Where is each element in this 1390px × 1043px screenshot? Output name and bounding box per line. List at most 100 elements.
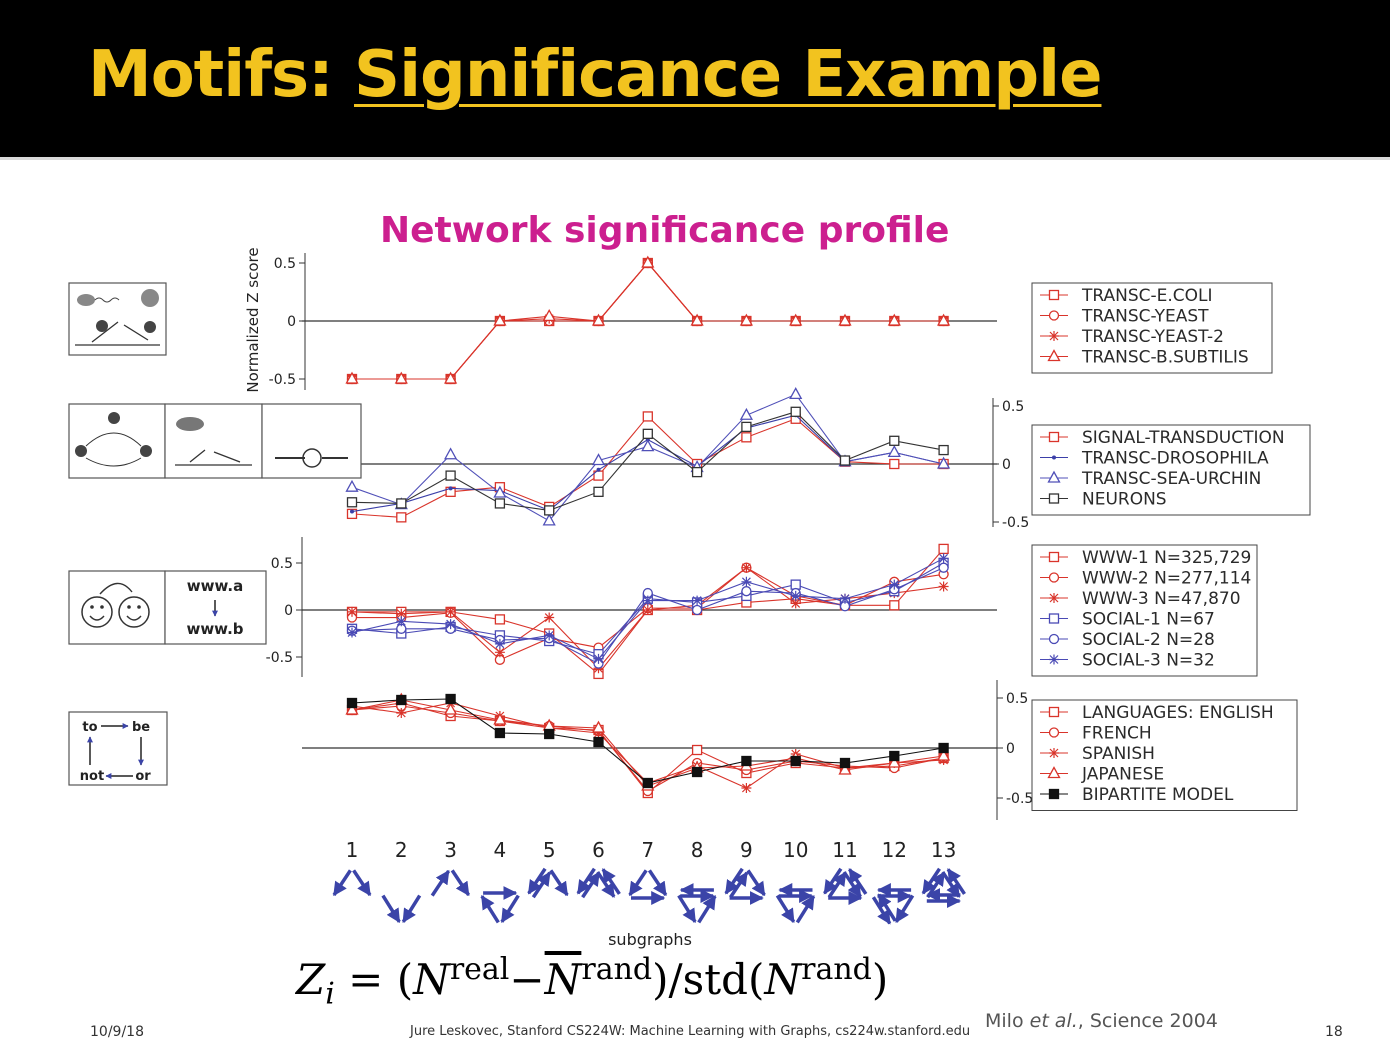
data-point bbox=[692, 595, 703, 606]
data-point bbox=[790, 755, 801, 767]
data-point bbox=[493, 712, 507, 725]
legend-label: TRANSC-YEAST-2 bbox=[1081, 327, 1224, 347]
motif-edge bbox=[848, 868, 868, 895]
data-point bbox=[691, 466, 703, 478]
x-tick-label: 9 bbox=[740, 838, 753, 862]
neuron-soma bbox=[302, 448, 322, 468]
motif-8-icon bbox=[677, 883, 717, 924]
data-point bbox=[889, 458, 900, 470]
motif-edge bbox=[576, 867, 596, 895]
data-point bbox=[345, 371, 359, 384]
flagellum bbox=[94, 297, 120, 303]
series-3-3 bbox=[347, 562, 949, 674]
data-point bbox=[444, 702, 458, 715]
legend-label: TRANSC-E.COLI bbox=[1081, 286, 1213, 306]
data-point bbox=[347, 606, 357, 617]
smile bbox=[126, 615, 142, 621]
legend-swatch-marker bbox=[1048, 551, 1060, 563]
node-x bbox=[108, 412, 120, 424]
data-point bbox=[544, 612, 555, 623]
data-point bbox=[789, 313, 803, 326]
eye bbox=[137, 605, 141, 609]
legend-swatch-marker bbox=[1052, 455, 1056, 460]
data-point bbox=[642, 595, 653, 606]
formula-real: real bbox=[449, 952, 510, 987]
series-2-1 bbox=[346, 411, 949, 523]
data-point bbox=[542, 309, 556, 322]
data-point bbox=[494, 638, 505, 649]
legend-label: WWW-1 N=325,729 bbox=[1082, 548, 1251, 568]
legend-panel-2: SIGNAL-TRANSDUCTIONTRANSC-DROSOPHILATRAN… bbox=[1031, 424, 1311, 516]
citation-italic: et al. bbox=[1029, 1010, 1078, 1032]
legend-swatch-marker bbox=[1048, 431, 1060, 443]
data-point bbox=[790, 590, 801, 601]
data-point bbox=[937, 456, 951, 469]
fly-lines bbox=[175, 449, 252, 466]
y-tick-label: 0.5 bbox=[274, 256, 296, 272]
z-score-formula: Zi = (Nreal−Nrand)/std(Nrand) bbox=[296, 952, 888, 1011]
title-bar: Motifs: Significance Example bbox=[0, 0, 1390, 160]
www-a-label: www.a bbox=[187, 577, 243, 595]
data-point bbox=[494, 647, 505, 658]
data-point bbox=[494, 498, 506, 509]
motif-edge bbox=[877, 893, 897, 922]
legend-box bbox=[1031, 699, 1298, 811]
legend-swatch-marker bbox=[1048, 727, 1060, 738]
data-point bbox=[345, 702, 359, 715]
citation-suffix: , Science 2004 bbox=[1077, 1010, 1218, 1032]
series-2-3 bbox=[345, 387, 951, 526]
x-tick-label: 2 bbox=[395, 838, 408, 862]
faces-drawing: www.a www.b bbox=[81, 577, 244, 638]
y-tick-label: 0.5 bbox=[1002, 399, 1024, 415]
data-point bbox=[350, 509, 354, 514]
data-point bbox=[396, 608, 407, 619]
motif-edge bbox=[921, 867, 941, 895]
legend-box bbox=[1031, 282, 1273, 374]
legend-box bbox=[1031, 544, 1258, 677]
y-axis-label: Normalized Z score bbox=[244, 247, 262, 392]
data-point bbox=[938, 543, 949, 555]
data-point bbox=[889, 600, 900, 611]
slide-title-underlined: Significance Example bbox=[354, 38, 1102, 112]
data-point bbox=[396, 694, 407, 706]
motif-edge bbox=[596, 871, 616, 898]
formula-i: i bbox=[325, 976, 335, 1012]
motif-edge bbox=[697, 895, 717, 924]
series-4-4 bbox=[345, 692, 951, 791]
formula-n-rand: N bbox=[764, 955, 802, 1004]
motif-edge bbox=[941, 871, 961, 898]
data-point bbox=[494, 614, 506, 625]
legend-swatch-marker bbox=[1048, 493, 1060, 504]
yeast-shape bbox=[141, 289, 159, 307]
data-point bbox=[691, 744, 703, 756]
data-point bbox=[448, 486, 453, 491]
data-point bbox=[889, 750, 900, 762]
series-line bbox=[351, 702, 944, 789]
data-point bbox=[346, 508, 358, 520]
eye bbox=[90, 605, 94, 609]
data-point bbox=[593, 736, 604, 748]
motif-edge bbox=[724, 867, 744, 895]
friend-arc bbox=[99, 582, 133, 595]
data-point bbox=[642, 411, 653, 422]
y-tick-label: 0 bbox=[1006, 741, 1015, 757]
data-point bbox=[838, 762, 852, 775]
x-tick-label: 11 bbox=[832, 838, 857, 862]
legend-swatch-marker bbox=[1047, 349, 1061, 362]
data-point bbox=[593, 486, 604, 497]
x-tick-label: 4 bbox=[494, 838, 507, 862]
data-point bbox=[591, 720, 606, 733]
data-point bbox=[346, 497, 358, 508]
panel-2: 0.50-0.5SIGNAL-TRANSDUCTIONTRANSC-DROSOP… bbox=[302, 387, 1311, 531]
motif-edge bbox=[450, 869, 471, 897]
data-point bbox=[690, 313, 704, 326]
motif-4-icon bbox=[480, 886, 520, 924]
legend-label: TRANSC-DROSOPHILA bbox=[1081, 449, 1269, 469]
motif-3-icon bbox=[430, 869, 471, 897]
series-4-5 bbox=[346, 693, 949, 789]
motif-12-icon bbox=[871, 883, 915, 925]
data-point bbox=[544, 728, 555, 740]
word-be: be bbox=[132, 720, 150, 735]
